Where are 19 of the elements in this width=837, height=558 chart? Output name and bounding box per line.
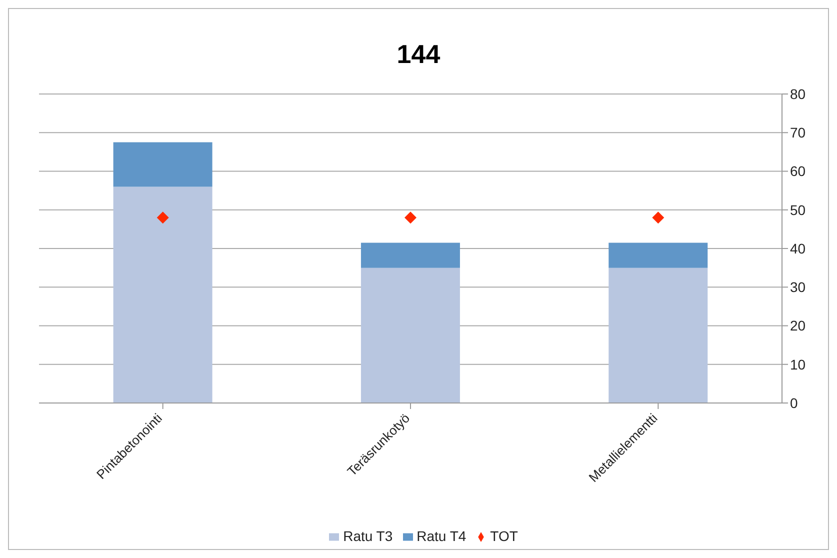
y-tick-label: 10 [790,356,806,372]
y-tick-label: 0 [790,394,798,411]
legend-label: Ratu T4 [416,528,466,544]
bar [360,268,460,403]
bar [608,242,708,268]
y-tick-label: 30 [790,279,806,296]
bar [113,142,212,187]
y-tick-label: 20 [790,318,806,334]
y-tick-label: 70 [790,124,806,141]
bar [608,268,708,403]
y-tick-label: 80 [790,86,806,102]
legend-label: TOT [490,528,518,544]
legend-label: Ratu T3 [343,528,393,544]
chart-title: 144 [396,39,440,69]
y-tick-label: 60 [790,163,806,180]
y-tick-label: 40 [790,240,806,256]
y-tick-label: 50 [790,202,806,218]
bar [113,186,212,403]
bar [360,242,460,268]
